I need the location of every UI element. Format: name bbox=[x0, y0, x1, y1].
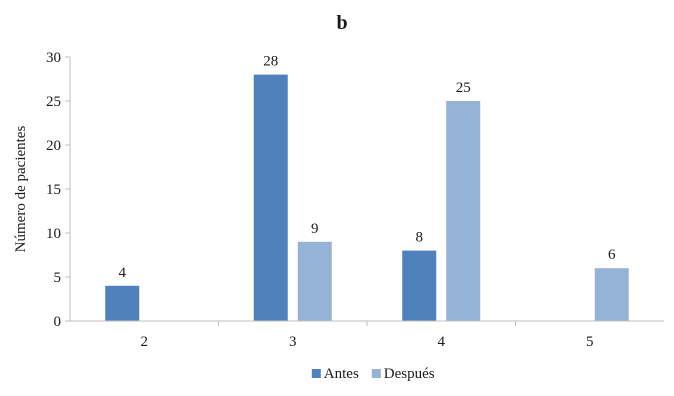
legend-label-después: Después bbox=[384, 366, 435, 382]
y-tick-label: 25 bbox=[46, 94, 61, 110]
data-label: 9 bbox=[311, 221, 319, 237]
bar-después-4 bbox=[446, 101, 481, 321]
bar-antes-3 bbox=[253, 74, 288, 321]
x-tick-label: 3 bbox=[289, 334, 297, 350]
y-tick-label: 5 bbox=[54, 270, 62, 286]
x-tick-label: 2 bbox=[141, 334, 149, 350]
data-label: 4 bbox=[119, 265, 127, 281]
chart-title: b bbox=[336, 12, 347, 34]
x-axis-ticks: 2 3 4 5 bbox=[141, 321, 594, 350]
data-label: 8 bbox=[416, 230, 424, 246]
y-tick-label: 30 bbox=[46, 50, 61, 66]
legend-swatch-después bbox=[371, 369, 381, 378]
y-axis-label: Número de pacientes bbox=[13, 126, 29, 253]
x-tick-label: 5 bbox=[586, 334, 594, 350]
data-label: 25 bbox=[456, 80, 471, 96]
bar-después-5 bbox=[594, 268, 629, 321]
data-labels-group: 4 28 9 8 25 6 bbox=[119, 54, 617, 281]
y-tick-label: 0 bbox=[54, 314, 62, 330]
legend: Antes Después bbox=[311, 366, 435, 382]
bar-antes-4 bbox=[402, 250, 437, 321]
data-label: 28 bbox=[263, 54, 278, 70]
legend-swatch-antes bbox=[311, 369, 321, 378]
y-tick-label: 20 bbox=[46, 138, 61, 154]
bar-después-3 bbox=[297, 241, 332, 321]
data-label: 6 bbox=[608, 247, 616, 263]
y-tick-label: 10 bbox=[46, 226, 61, 242]
y-axis-ticks: 0 5 10 15 20 25 30 bbox=[46, 50, 70, 330]
legend-label-antes: Antes bbox=[324, 366, 359, 382]
bars-group bbox=[105, 74, 629, 321]
bar-antes-2 bbox=[105, 285, 140, 321]
y-tick-label: 15 bbox=[46, 182, 61, 198]
x-tick-label: 4 bbox=[438, 334, 446, 350]
